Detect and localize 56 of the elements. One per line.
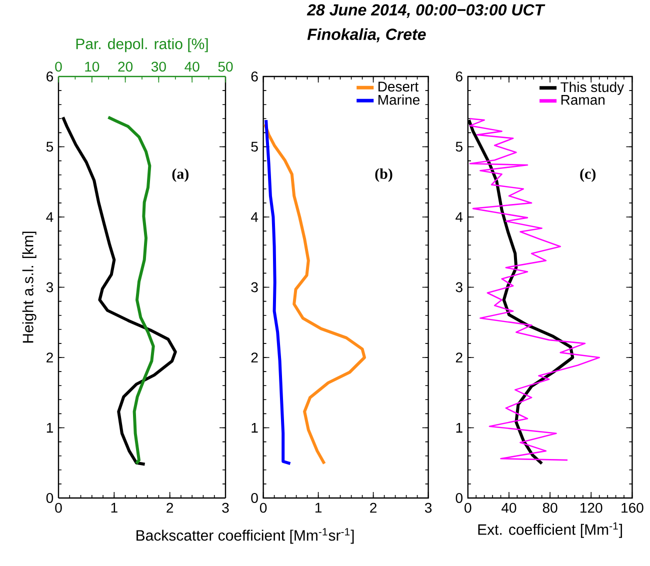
x-tick-label: 2 <box>370 502 376 513</box>
y-tick-label: 2 <box>456 352 462 362</box>
y-tick-label: 6 <box>456 72 462 82</box>
y-tick-label: 4 <box>456 212 463 222</box>
x-tick-label: 0 <box>55 502 62 513</box>
y-tick-label: 4 <box>250 212 258 222</box>
y-axis-title: Height a.s.l. [km] <box>22 232 36 343</box>
x2-tick-label: 20 <box>118 62 133 72</box>
y-tick-label: 1 <box>252 422 258 433</box>
chart-subtitle: Finokalia, Crete <box>307 28 426 42</box>
x-tick-label: 1 <box>111 502 118 512</box>
x-tick-label: 3 <box>222 502 229 513</box>
legend-label: This study <box>560 82 624 95</box>
legend-label: Raman <box>561 95 604 105</box>
x2-tick-label: 40 <box>184 62 200 72</box>
line-series <box>469 118 600 461</box>
annotation: (a) <box>172 168 189 182</box>
y-tick-label: 1 <box>46 422 53 433</box>
y-tick-label: 5 <box>251 142 258 152</box>
x-tick-label: 80 <box>542 502 558 513</box>
x-tick-label: 0 <box>260 502 267 513</box>
x-tick-label: 1 <box>315 502 322 512</box>
line-series <box>263 122 366 466</box>
x-tick-label: 2 <box>166 502 174 513</box>
x-tick-label: 160 <box>622 502 644 513</box>
y-tick-label: 3 <box>46 282 54 292</box>
y-tick-label: 3 <box>251 282 258 292</box>
y-tick-label: 5 <box>456 142 462 152</box>
x-axis-title: Ext. coefficient [Mm$^{-1}$] <box>478 522 622 538</box>
legend-label: Marine <box>378 94 420 105</box>
x2-axis-title: Par. depol. ratio [%] <box>76 38 208 52</box>
y-tick-label: 6 <box>251 72 258 82</box>
y-tick-label: 2 <box>46 352 53 362</box>
legend-label: Desert <box>378 82 418 92</box>
x-axis-title: Backscatter coefficient [Mm$^{-1}$sr$^{-1}$] <box>136 528 354 544</box>
y-tick-label: 2 <box>251 352 258 362</box>
x2-tick-label: 0 <box>55 62 62 72</box>
y-tick-label: 3 <box>456 282 462 292</box>
chart-title: 28 June 2014, 00:00−03:00 UCT <box>306 4 546 18</box>
y-tick-label: 0 <box>46 493 54 503</box>
y-tick-label: 4 <box>46 212 54 222</box>
x2-tick-label: 50 <box>218 62 233 72</box>
x-tick-label: 3 <box>424 502 432 513</box>
line-series <box>264 118 292 466</box>
x2-tick-label: 10 <box>85 62 100 72</box>
x-tick-label: 0 <box>464 502 472 513</box>
y-tick-label: 6 <box>46 72 54 82</box>
y-tick-label: 5 <box>46 142 54 152</box>
x-tick-label: 40 <box>502 502 516 513</box>
y-tick-label: 1 <box>456 422 462 433</box>
x2-tick-label: 30 <box>151 62 166 72</box>
x-tick-label: 120 <box>580 502 602 513</box>
annotation: (b) <box>375 168 392 182</box>
y-tick-label: 0 <box>251 493 258 503</box>
y-tick-label: 0 <box>456 493 462 503</box>
annotation: (c) <box>580 168 596 182</box>
